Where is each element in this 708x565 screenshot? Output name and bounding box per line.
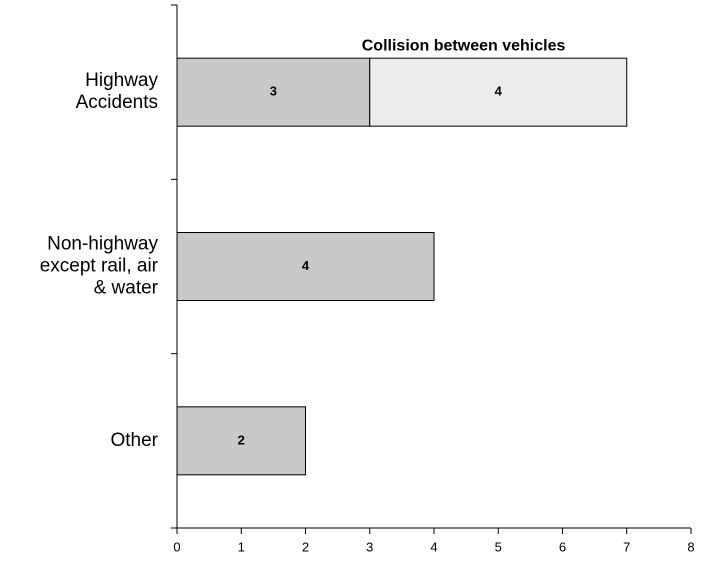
category-label: Highway Accidents	[71, 70, 158, 113]
bar-segment	[176, 232, 435, 301]
value-label: 2	[238, 432, 245, 447]
x-tick-label: 0	[173, 539, 180, 554]
bar-segment	[176, 57, 371, 127]
x-tick-label: 6	[559, 539, 566, 554]
x-tick-label: 5	[495, 539, 502, 554]
category-label: Other	[110, 430, 158, 451]
value-label: 4	[495, 84, 503, 99]
bar-segment	[369, 57, 628, 127]
category-label: Non-highway except rail, air & water	[34, 234, 158, 299]
x-tick-label: 3	[366, 539, 373, 554]
bar-segment	[176, 406, 306, 476]
x-tick-label: 4	[430, 539, 437, 554]
series-annotation: Collision between vehicles	[362, 37, 566, 54]
x-tick-label: 7	[623, 539, 630, 554]
x-tick-label: 2	[302, 539, 309, 554]
x-tick-label: 8	[687, 539, 694, 554]
value-label: 3	[270, 84, 277, 99]
x-tick-label: 1	[238, 539, 245, 554]
value-label: 4	[302, 258, 310, 273]
